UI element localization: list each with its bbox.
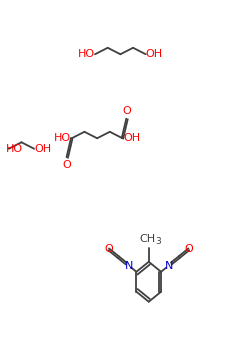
Text: O: O: [122, 106, 131, 116]
Text: N: N: [164, 261, 173, 271]
Text: OH: OH: [123, 133, 140, 143]
Text: N: N: [125, 261, 133, 271]
Text: O: O: [184, 244, 193, 254]
Text: O: O: [63, 160, 72, 170]
Text: OH: OH: [146, 49, 163, 59]
Text: HO: HO: [78, 49, 95, 59]
Text: CH: CH: [140, 234, 156, 244]
Text: HO: HO: [54, 133, 71, 143]
Text: 3: 3: [155, 237, 161, 246]
Text: O: O: [104, 244, 113, 254]
Text: HO: HO: [6, 144, 24, 154]
Text: OH: OH: [34, 144, 51, 154]
